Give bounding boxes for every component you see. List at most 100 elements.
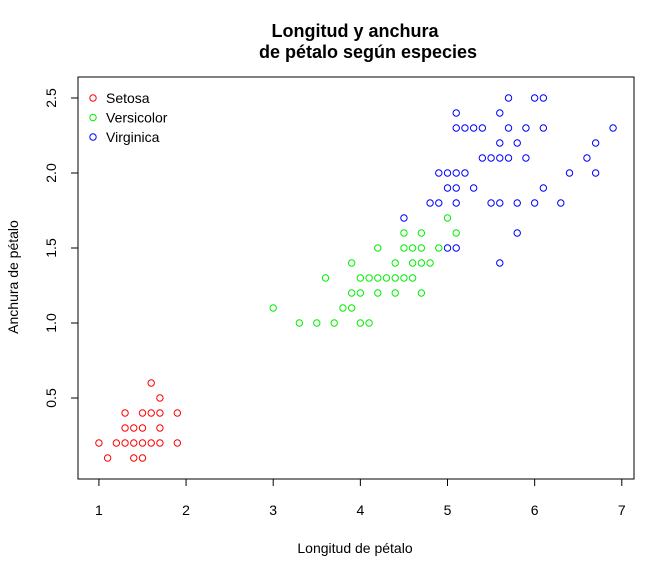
- versicolor-point: [374, 274, 382, 282]
- virginica-point: [478, 154, 487, 162]
- setosa-point: [173, 439, 182, 447]
- versicolor-point: [400, 229, 408, 237]
- x-tick-label: 1: [95, 502, 103, 518]
- y-axis-label: Anchura de pétalo: [5, 220, 21, 334]
- setosa-point: [147, 409, 155, 417]
- data-points: [95, 94, 617, 462]
- setosa-point: [156, 409, 164, 417]
- virginica-point: [530, 199, 539, 207]
- virginica-point: [591, 169, 600, 177]
- x-tick-label: 3: [269, 502, 277, 518]
- legend-marker-setosa: [89, 94, 97, 102]
- versicolor-point: [374, 244, 382, 252]
- virginica-point: [504, 94, 513, 102]
- virginica-point: [452, 124, 460, 132]
- setosa-point: [121, 439, 129, 447]
- versicolor-point: [382, 274, 391, 282]
- virginica-point: [478, 124, 487, 132]
- plot-box: [77, 76, 635, 480]
- virginica-point: [496, 109, 504, 117]
- virginica-point: [513, 229, 521, 237]
- virginica-point: [469, 124, 478, 132]
- virginica-point: [539, 184, 548, 192]
- virginica-point: [452, 109, 460, 117]
- legend-marker-versicolor: [89, 113, 97, 122]
- versicolor-point: [269, 304, 277, 312]
- versicolor-point: [452, 229, 460, 237]
- virginica-point: [443, 244, 452, 252]
- y-tick-label: 2.5: [43, 88, 59, 108]
- versicolor-point: [417, 259, 426, 267]
- virginica-point: [609, 124, 617, 132]
- versicolor-point: [374, 289, 382, 297]
- legend-label-setosa: Setosa: [106, 90, 150, 106]
- virginica-point: [400, 214, 408, 222]
- versicolor-point: [417, 229, 426, 237]
- versicolor-point: [365, 319, 373, 327]
- setosa-point: [121, 409, 129, 417]
- y-tick-label: 1.0: [43, 313, 59, 333]
- virginica-point: [443, 169, 452, 177]
- chart-title-line2: de pétalo según especies: [259, 42, 477, 62]
- x-tick-label: 5: [444, 502, 452, 518]
- versicolor-point: [295, 319, 304, 327]
- virginica-point: [504, 124, 513, 132]
- virginica-point: [435, 169, 443, 177]
- x-tick-label: 4: [356, 502, 364, 518]
- versicolor-point: [356, 319, 365, 327]
- virginica-point: [452, 184, 460, 192]
- y-tick-label: 0.5: [43, 388, 59, 408]
- setosa-point: [130, 439, 138, 447]
- virginica-point: [522, 154, 530, 162]
- versicolor-point: [356, 274, 365, 282]
- versicolor-point: [391, 259, 399, 267]
- setosa-point: [138, 439, 147, 447]
- setosa-point: [173, 409, 182, 417]
- versicolor-point: [330, 319, 338, 327]
- setosa-point: [138, 424, 147, 432]
- x-axis-label: Longitud de pétalo: [297, 540, 412, 556]
- versicolor-point: [408, 259, 417, 267]
- versicolor-point: [443, 214, 452, 222]
- versicolor-point: [313, 319, 321, 327]
- virginica-point: [557, 199, 565, 207]
- versicolor-point: [347, 304, 356, 312]
- virginica-point: [539, 124, 548, 132]
- x-tick-label: 2: [182, 502, 190, 518]
- versicolor-point: [391, 289, 399, 297]
- versicolor-point: [435, 244, 443, 252]
- virginica-point: [461, 169, 469, 177]
- legend-background: [79, 78, 185, 150]
- virginica-point: [469, 184, 478, 192]
- virginica-point: [452, 244, 460, 252]
- x-tick-label: 6: [531, 502, 539, 518]
- virginica-point: [522, 124, 530, 132]
- virginica-point: [591, 139, 600, 147]
- axes: 1 2 3 4 5 6 7 0.5 1.0 1.5 2.0 2.5: [43, 88, 626, 518]
- versicolor-point: [400, 274, 408, 282]
- virginica-point: [452, 169, 460, 177]
- setosa-point: [156, 439, 164, 447]
- versicolor-point: [365, 274, 373, 282]
- versicolor-point: [391, 274, 399, 282]
- y-tick-label: 2.0: [43, 163, 59, 183]
- setosa-point: [130, 424, 138, 432]
- setosa-point: [138, 454, 147, 462]
- virginica-point: [461, 124, 469, 132]
- legend-label-virginica: Virginica: [106, 129, 160, 145]
- legend: Setosa Versicolor Virginica: [79, 78, 185, 150]
- virginica-point: [583, 154, 591, 162]
- versicolor-point: [417, 244, 426, 252]
- legend-label-versicolor: Versicolor: [106, 110, 168, 126]
- virginica-point: [513, 199, 521, 207]
- setosa-point: [130, 454, 138, 462]
- virginica-point: [565, 169, 574, 177]
- setosa-point: [147, 439, 155, 447]
- legend-marker-virginica: [89, 133, 97, 141]
- setosa-point: [156, 394, 164, 402]
- virginica-point: [496, 259, 504, 267]
- versicolor-point: [408, 274, 417, 282]
- setosa-point: [95, 439, 103, 447]
- versicolor-point: [400, 244, 408, 252]
